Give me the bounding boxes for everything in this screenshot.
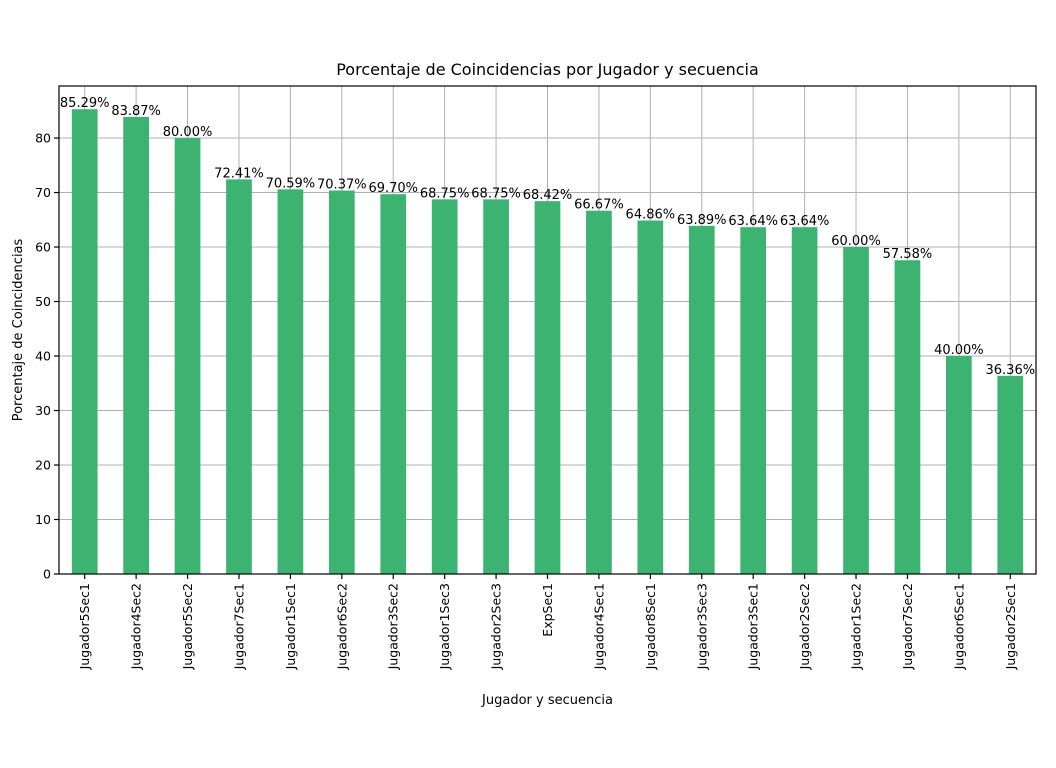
chart-title: Porcentaje de Coincidencias por Jugador … — [336, 60, 759, 79]
y-axis-ticks: 0 10 20 30 40 50 60 70 80 — [35, 131, 59, 582]
bar — [586, 210, 612, 574]
bar-data-label: 70.37% — [317, 178, 367, 193]
y-tick-label: 70 — [35, 185, 51, 200]
y-tick-label: 20 — [35, 458, 51, 473]
bar — [71, 109, 98, 575]
bar — [380, 194, 407, 574]
bar — [894, 260, 921, 574]
x-tick-label: Jugador7Sec2 — [900, 583, 915, 670]
bar-data-label: 63.64% — [728, 214, 778, 229]
bar-data-label: 80.00% — [163, 125, 213, 140]
x-tick-label: Jugador5Sec1 — [77, 583, 92, 670]
x-tick-label: Jugador6Sec2 — [334, 583, 349, 670]
x-tick-label: Jugador3Sec3 — [694, 583, 709, 670]
x-tick-label: Jugador7Sec1 — [231, 583, 246, 670]
bar — [431, 199, 458, 574]
x-tick-label: Jugador6Sec1 — [951, 583, 966, 670]
bar-data-label: 85.29% — [60, 96, 110, 111]
bar-data-label: 63.64% — [780, 214, 830, 229]
bar — [328, 190, 355, 575]
y-tick-label: 30 — [35, 403, 51, 418]
x-tick-label: Jugador2Sec3 — [489, 583, 504, 670]
x-axis-label: Jugador y secuencia — [481, 693, 613, 708]
bar — [637, 220, 664, 574]
x-tick-label: Jugador2Sec1 — [1003, 583, 1018, 670]
bar — [791, 227, 818, 575]
bar — [123, 116, 149, 574]
x-tick-label: Jugador2Sec2 — [797, 583, 812, 670]
bar-data-label: 83.87% — [111, 104, 161, 119]
y-tick-label: 40 — [35, 349, 51, 364]
x-tick-label: Jugador3Sec2 — [386, 583, 401, 670]
x-tick-label: Jugador3Sec1 — [746, 583, 761, 670]
x-tick-label: Jugador4Sec1 — [591, 583, 606, 670]
x-tick-label: ExpSec1 — [540, 583, 555, 637]
bar — [483, 199, 509, 574]
bar — [277, 189, 304, 574]
bar-data-label: 66.67% — [574, 198, 624, 213]
bar — [688, 225, 715, 575]
bar-data-label: 72.41% — [214, 166, 264, 181]
x-tick-label: Jugador8Sec1 — [643, 583, 658, 670]
x-tick-label: Jugador4Sec2 — [129, 583, 144, 670]
bar — [226, 179, 252, 574]
bar — [997, 375, 1024, 574]
y-tick-label: 80 — [35, 131, 51, 146]
bar-data-label: 68.75% — [471, 186, 521, 201]
bar-data-label: 40.00% — [934, 343, 984, 358]
bar — [740, 227, 767, 575]
x-tick-label: Jugador5Sec2 — [180, 583, 195, 670]
bars — [71, 109, 1024, 575]
bar — [174, 138, 201, 575]
bar-data-label: 68.75% — [420, 186, 470, 201]
bar-data-label: 57.58% — [883, 247, 933, 262]
bar-data-label: 60.00% — [831, 234, 881, 249]
x-tick-label: Jugador1Sec3 — [437, 583, 452, 670]
bar-data-label: 63.89% — [677, 213, 727, 228]
bar — [843, 247, 869, 574]
bar — [946, 356, 972, 574]
bar-data-label: 64.86% — [626, 208, 676, 223]
bar-data-label: 69.70% — [368, 181, 418, 196]
bar-data-label: 68.42% — [523, 188, 573, 203]
x-tick-label: Jugador1Sec1 — [283, 583, 298, 670]
y-tick-label: 0 — [43, 567, 51, 582]
y-tick-label: 60 — [35, 240, 51, 255]
bar-data-label: 70.59% — [266, 176, 316, 191]
y-tick-label: 10 — [35, 512, 51, 527]
y-tick-label: 50 — [35, 294, 51, 309]
y-axis-label: Porcentaje de Coincidencias — [11, 238, 26, 421]
x-tick-label: Jugador1Sec2 — [849, 583, 864, 670]
data-labels: 85.29%83.87%80.00% 72.41%70.59% 70.37% 69.7… — [60, 96, 1035, 378]
bar-data-label: 36.36% — [986, 363, 1036, 378]
bar — [534, 201, 561, 575]
x-axis-ticks: Jugador5Sec1 Jugador4Sec2 Jugador5Sec2 Juga… — [77, 574, 1018, 670]
